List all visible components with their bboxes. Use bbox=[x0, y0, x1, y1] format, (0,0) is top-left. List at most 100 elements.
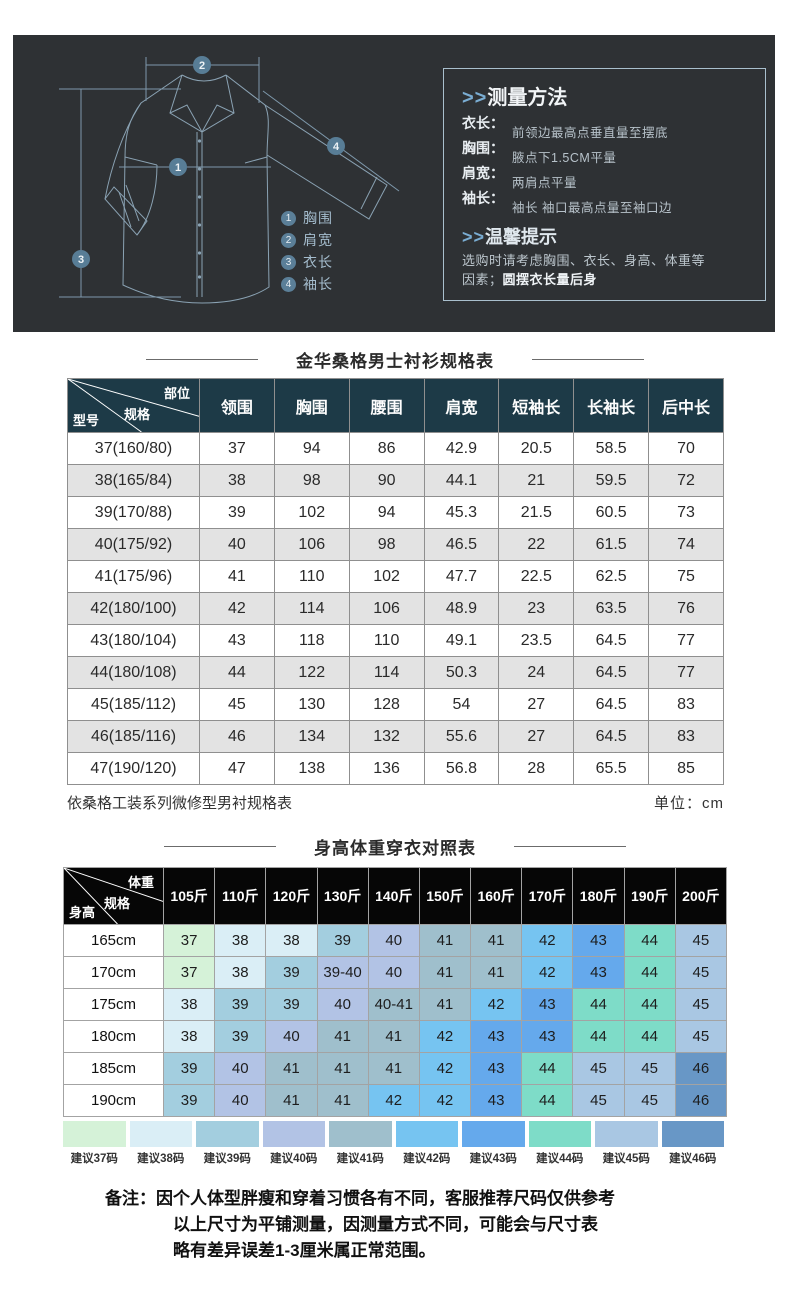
spec-value-cell: 77 bbox=[648, 656, 724, 689]
fit-size-cell: 45 bbox=[674, 988, 728, 1021]
legend-label: 建议40码 bbox=[270, 1153, 318, 1165]
fit-height-cell: 190cm bbox=[63, 1084, 164, 1117]
spec-value-cell: 64.5 bbox=[573, 688, 650, 721]
spec-model-cell: 45(185/112) bbox=[67, 688, 200, 721]
measurement-panel: 1 2 3 4 1 胸围 2 肩宽 3 衣长 4 袖长 >>测量方法 衣长： 前领边最高点垂直量… bbox=[13, 35, 775, 332]
spec-value-cell: 27 bbox=[498, 720, 575, 753]
spec-column-header: 肩宽 bbox=[423, 378, 500, 433]
fit-size-cell: 43 bbox=[572, 956, 625, 989]
spec-value-cell: 46.5 bbox=[423, 528, 500, 561]
fit-size-cell: 45 bbox=[623, 1084, 676, 1117]
fit-size-cell: 41 bbox=[316, 1052, 369, 1085]
legend-swatch-icon bbox=[196, 1121, 259, 1147]
title-divider bbox=[532, 358, 644, 360]
fit-row: 180cm 38 39 40 41 41 42 43 43 44 44 45 bbox=[63, 1020, 728, 1053]
spec-model-cell: 43(180/104) bbox=[67, 624, 200, 657]
legend-label: 建议41码 bbox=[336, 1153, 384, 1165]
unit-note: 单位：cm bbox=[654, 795, 724, 812]
fit-size-cell: 44 bbox=[623, 1020, 676, 1053]
legend-label: 建议45码 bbox=[602, 1153, 650, 1165]
spec-value-cell: 42.9 bbox=[423, 432, 500, 465]
fit-size-cell: 42 bbox=[418, 1084, 472, 1117]
spec-value-cell: 47 bbox=[199, 752, 275, 785]
fit-column-header: 190斤 bbox=[623, 867, 676, 925]
fit-height-cell: 170cm bbox=[63, 956, 164, 989]
svg-text:1: 1 bbox=[175, 162, 181, 174]
legend-item: 建议37码 bbox=[63, 1121, 126, 1166]
spec-value-cell: 98 bbox=[348, 528, 425, 561]
spec-value-cell: 22 bbox=[498, 528, 575, 561]
spec-value-cell: 110 bbox=[273, 560, 350, 593]
spec-value-cell: 85 bbox=[648, 752, 724, 785]
spec-table-title: 金华桑格男士衬衫规格表 bbox=[0, 346, 790, 372]
legend-swatch-icon bbox=[661, 1121, 724, 1147]
measure-term: 胸围： bbox=[462, 140, 504, 156]
measure-term: 袖长： bbox=[462, 190, 504, 206]
fit-row: 190cm 39 40 41 41 42 42 43 44 45 45 46 bbox=[63, 1084, 728, 1117]
diagram-legend-label: 肩宽 bbox=[303, 232, 333, 248]
fit-size-cell: 44 bbox=[623, 988, 676, 1021]
spec-value-cell: 122 bbox=[273, 656, 350, 689]
fit-column-header: 105斤 bbox=[162, 867, 216, 925]
spec-footnote: 依桑格工装系列微修型男衬规格表 单位：cm bbox=[67, 792, 724, 813]
measure-info-box: >>测量方法 衣长： 前领边最高点垂直量至摆底 胸围： 腋点下1.5CM平量 肩宽： 两肩… bbox=[443, 68, 766, 301]
spec-column-header: 后中长 bbox=[648, 378, 724, 433]
spec-value-cell: 70 bbox=[648, 432, 724, 465]
svg-text:3: 3 bbox=[78, 254, 84, 266]
tips-text: 选购时请考虑胸围、衣长、身高、体重等 因素；圆摆衣长量后身 bbox=[462, 253, 706, 287]
spec-corner-cell: 部位 规格 型号 bbox=[67, 378, 200, 433]
fit-size-cell: 45 bbox=[674, 1020, 728, 1053]
spec-column-header: 腰围 bbox=[348, 378, 425, 433]
fit-size-cell: 46 bbox=[674, 1084, 728, 1117]
fit-size-cell: 41 bbox=[265, 1084, 318, 1117]
fit-row: 185cm 39 40 41 41 41 42 43 44 45 45 46 bbox=[63, 1052, 728, 1085]
diagram-legend-item: 3 衣长 bbox=[281, 251, 333, 273]
fit-size-cell: 41 bbox=[265, 1052, 318, 1085]
measure-desc: 两肩点平量 bbox=[512, 176, 578, 190]
fit-size-cell: 39 bbox=[162, 1052, 216, 1085]
spec-model-cell: 46(185/116) bbox=[67, 720, 200, 753]
fit-size-cell: 45 bbox=[623, 1052, 676, 1085]
spec-value-cell: 114 bbox=[348, 656, 425, 689]
spec-value-cell: 132 bbox=[348, 720, 425, 753]
fit-size-cell: 40 bbox=[316, 988, 369, 1021]
legend-swatch-icon bbox=[595, 1121, 658, 1147]
spec-value-cell: 138 bbox=[273, 752, 350, 785]
spec-value-cell: 77 bbox=[648, 624, 724, 657]
fit-size-cell: 42 bbox=[521, 924, 574, 957]
legend-swatch-icon bbox=[395, 1121, 458, 1147]
spec-value-cell: 23.5 bbox=[498, 624, 575, 657]
spec-row: 45(185/112) 45 130 128 54 27 64.5 83 bbox=[67, 688, 724, 721]
fit-size-cell: 40 bbox=[214, 1084, 267, 1117]
spec-value-cell: 75 bbox=[648, 560, 724, 593]
legend-item: 建议40码 bbox=[262, 1121, 325, 1166]
fit-size-cell: 42 bbox=[367, 1084, 420, 1117]
spec-value-cell: 128 bbox=[348, 688, 425, 721]
fit-table-title: 身高体重穿衣对照表 bbox=[0, 833, 790, 859]
number-badge-icon: 1 bbox=[281, 210, 296, 226]
measure-item: 袖长： 袖长 袖口最高点量至袖口边 bbox=[462, 190, 751, 216]
diagram-legend: 1 胸围 2 肩宽 3 衣长 4 袖长 bbox=[281, 207, 333, 295]
spec-value-cell: 45.3 bbox=[423, 496, 500, 529]
fit-height-cell: 175cm bbox=[63, 988, 164, 1021]
title-divider bbox=[146, 358, 258, 360]
spec-value-cell: 130 bbox=[273, 688, 350, 721]
fit-size-cell: 41 bbox=[418, 988, 472, 1021]
spec-value-cell: 44 bbox=[199, 656, 275, 689]
spec-value-cell: 64.5 bbox=[573, 624, 650, 657]
fit-size-cell: 37 bbox=[162, 956, 216, 989]
spec-value-cell: 56.8 bbox=[423, 752, 500, 785]
spec-row: 38(165/84) 38 98 90 44.1 21 59.5 72 bbox=[67, 464, 724, 497]
spec-value-cell: 106 bbox=[273, 528, 350, 561]
number-badge-icon: 4 bbox=[281, 276, 296, 292]
fit-size-cell: 44 bbox=[572, 1020, 625, 1053]
fit-column-header: 180斤 bbox=[572, 867, 625, 925]
fit-size-cell: 41 bbox=[470, 924, 523, 957]
fit-size-cell: 42 bbox=[418, 1052, 472, 1085]
spec-row: 37(160/80) 37 94 86 42.9 20.5 58.5 70 bbox=[67, 432, 724, 465]
fit-size-cell: 41 bbox=[418, 924, 472, 957]
fit-size-cell: 41 bbox=[470, 956, 523, 989]
spec-value-cell: 64.5 bbox=[573, 720, 650, 753]
legend-swatch-icon bbox=[262, 1121, 325, 1147]
legend-label: 建议44码 bbox=[536, 1153, 584, 1165]
